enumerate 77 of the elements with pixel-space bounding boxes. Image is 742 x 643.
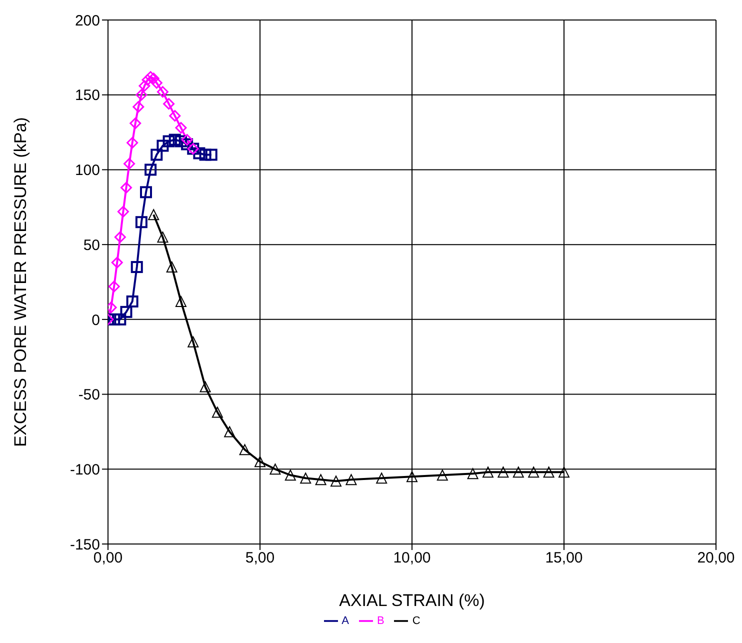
x-tick-label: 5,00 — [245, 550, 275, 567]
legend-label: B — [377, 614, 384, 627]
point — [346, 474, 357, 486]
point — [212, 406, 223, 418]
point — [300, 472, 312, 484]
point — [175, 122, 187, 134]
point — [135, 216, 148, 228]
point — [138, 80, 150, 92]
point — [205, 148, 218, 161]
y-tick-label: 100 — [74, 162, 100, 180]
point — [126, 295, 138, 308]
x-tick-label: 20,00 — [697, 550, 735, 567]
point — [114, 231, 126, 243]
point — [188, 336, 199, 348]
point — [498, 466, 509, 478]
x-axis-title: AXIAL STRAIN (%) — [339, 591, 485, 610]
point — [150, 77, 162, 89]
y-axis-title: EXCESS PORE WATER PRESSURE (kPa) — [11, 117, 30, 447]
point — [132, 101, 144, 113]
y-tick-label: 0 — [92, 312, 100, 329]
point — [482, 466, 494, 478]
legend-label: A — [342, 614, 350, 627]
point — [174, 135, 187, 148]
legend-label: C — [412, 614, 420, 627]
point — [166, 262, 178, 273]
y-tick-label: 200 — [74, 12, 100, 30]
point — [543, 466, 554, 478]
point — [148, 72, 160, 84]
y-tick-label: 150 — [74, 87, 100, 104]
point — [239, 444, 250, 456]
point — [144, 164, 157, 176]
point — [108, 280, 120, 292]
point — [406, 471, 418, 482]
point — [330, 476, 342, 487]
point — [163, 98, 175, 110]
point — [156, 86, 168, 98]
point — [175, 296, 186, 307]
point — [168, 134, 181, 146]
point — [181, 134, 193, 146]
point — [120, 306, 132, 318]
y-tick-label: -50 — [78, 386, 100, 404]
point — [193, 147, 206, 160]
point — [111, 256, 123, 268]
y-tick-label: 50 — [83, 236, 100, 254]
point — [162, 135, 175, 148]
point — [150, 148, 163, 161]
point — [200, 381, 211, 392]
point — [376, 472, 388, 484]
x-tick-label: 10,00 — [393, 550, 431, 567]
point — [130, 118, 142, 130]
point — [528, 466, 540, 478]
point — [136, 89, 148, 101]
point — [126, 137, 138, 149]
point — [120, 182, 132, 194]
x-tick-label: 15,00 — [545, 550, 583, 567]
point — [558, 466, 570, 478]
point — [181, 138, 194, 150]
point — [436, 470, 448, 481]
point — [224, 426, 236, 438]
point — [169, 110, 181, 122]
point — [140, 186, 152, 198]
y-tick-label: -100 — [70, 461, 100, 478]
point — [199, 148, 212, 161]
point — [124, 158, 136, 170]
point — [270, 464, 281, 475]
point — [315, 474, 326, 486]
point — [156, 140, 169, 152]
point — [254, 456, 266, 468]
point — [467, 468, 478, 480]
point — [117, 206, 129, 218]
point — [157, 232, 168, 243]
point — [148, 209, 160, 220]
point — [512, 466, 524, 478]
point — [114, 313, 126, 326]
point — [130, 261, 143, 274]
point — [144, 71, 156, 83]
point — [284, 470, 296, 481]
